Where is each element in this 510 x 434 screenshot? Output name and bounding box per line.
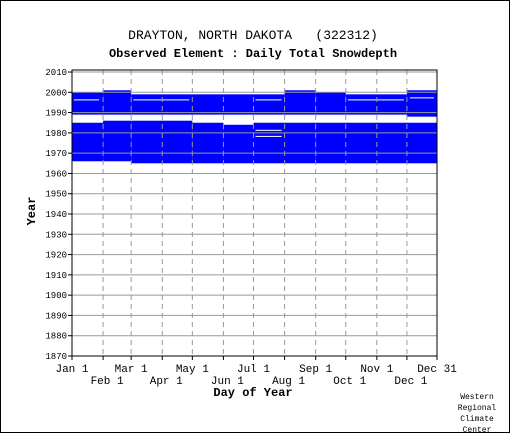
coverage-block-0 [72,122,104,162]
coverage-block-9 [131,94,285,115]
y-tick-label-1: 1880 [45,332,67,342]
coverage-block-11 [315,92,346,115]
x-tick-label-top-4: Sep 1 [299,364,332,376]
y-tick-label-5: 1920 [45,251,67,261]
chart-title: DRAYTON, NORTH DAKOTA (322312) [128,28,378,43]
x-tick-label-bottom-5: Dec 1 [394,376,427,388]
y-tick-label-8: 1950 [45,190,67,200]
coverage-block-2 [131,120,193,164]
y-tick-label-9: 1960 [45,169,67,179]
coverage-block-6 [315,122,437,164]
credit-line-2: Regional [458,404,497,413]
x-axis-label: Day of Year [213,386,292,400]
credit-line-4: Center [463,426,492,434]
plot-background [72,70,437,356]
coverage-block-12 [345,94,407,115]
x-tick-label-bottom-2: Jun 1 [211,376,244,388]
x-tick-label-top-1: Mar 1 [115,364,148,376]
x-tick-label-top-0: Jan 1 [55,364,88,376]
y-tick-label-0: 1870 [45,352,67,362]
y-tick-label-12: 1990 [45,109,67,119]
gap-5 [255,135,282,137]
plot-area: 1870 1880 1890 1900 1910 1920 1930 1940 1950 1960… [45,68,457,388]
plot-border [71,69,438,357]
coverage-block-3 [192,122,224,164]
y-tick-label-4: 1910 [45,271,67,281]
x-tick-label-bottom-4: Oct 1 [333,376,366,388]
gap-3 [347,99,404,101]
gap-4 [255,129,282,131]
y-tick-label-11: 1980 [45,129,67,139]
gap-6 [409,97,434,99]
gap-2 [255,99,282,101]
gap-1 [133,99,190,101]
x-tick-label-bottom-0: Feb 1 [91,376,124,388]
credit-line-1: Western [460,393,494,402]
x-tick-label-top-6: Dec 31 [417,364,457,376]
y-tick-label-13: 2000 [45,88,67,98]
gap-0 [74,99,100,101]
y-tick-label-14: 2010 [45,68,67,78]
chart-subtitle: Observed Element : Daily Total Snowdepth [109,47,397,61]
y-tick-label-6: 1930 [45,230,67,240]
coverage-block-8 [103,90,132,115]
y-tick-label-10: 1970 [45,149,67,159]
coverage-block-7 [72,92,104,115]
coverage-block-4 [223,124,254,164]
x-tick-label-top-5: Nov 1 [360,364,393,376]
y-tick-label-3: 1900 [45,291,67,301]
coverage-block-10 [284,90,316,115]
credit-line-3: Climate [460,415,494,424]
wrcc-credit: Western Regional Climate Center [458,393,497,434]
y-axis-label: Year [25,197,39,226]
x-tick-label-bottom-3: Aug 1 [272,376,305,388]
x-tick-label-top-3: Jul 1 [237,364,270,376]
x-tick-label-top-2: May 1 [176,364,209,376]
coverage-block-1 [103,120,132,162]
x-tick-label-bottom-1: Apr 1 [150,376,183,388]
y-tick-label-7: 1940 [45,210,67,220]
y-tick-label-2: 1890 [45,311,67,321]
